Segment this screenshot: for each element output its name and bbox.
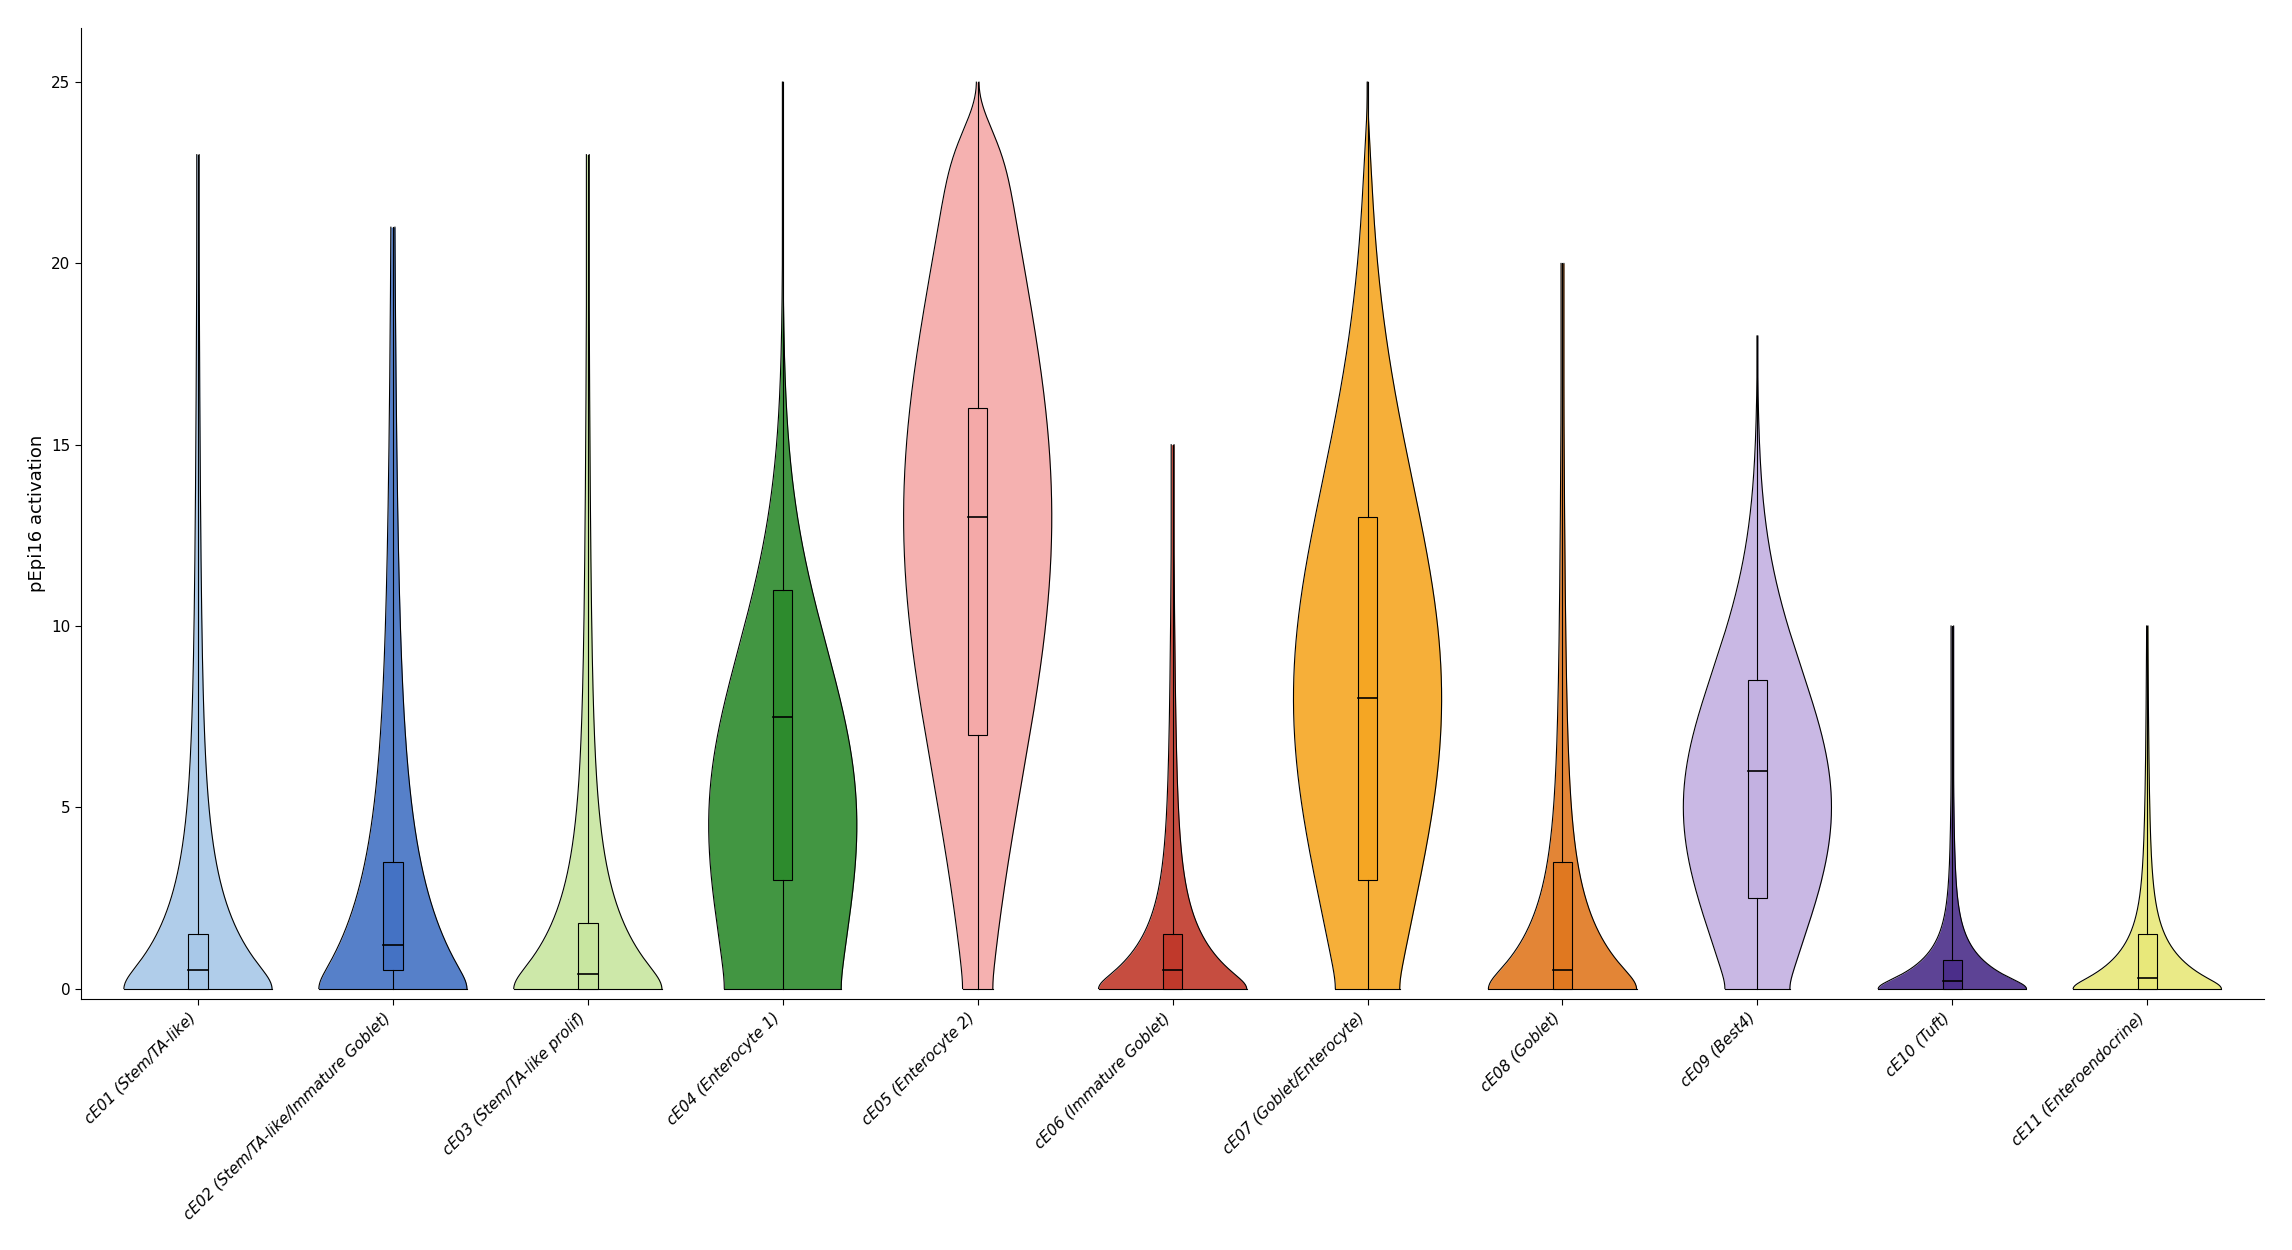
Bar <box>188 934 209 989</box>
Bar <box>1749 680 1767 897</box>
Bar <box>1552 861 1572 989</box>
Bar <box>967 409 988 735</box>
Bar <box>1944 960 1962 989</box>
Bar <box>578 924 598 989</box>
Bar <box>1162 934 1183 989</box>
Bar <box>1357 518 1377 880</box>
Bar <box>772 590 793 880</box>
Y-axis label: pEpi16 activation: pEpi16 activation <box>28 435 46 592</box>
Bar <box>2138 934 2157 989</box>
Bar <box>383 861 403 970</box>
